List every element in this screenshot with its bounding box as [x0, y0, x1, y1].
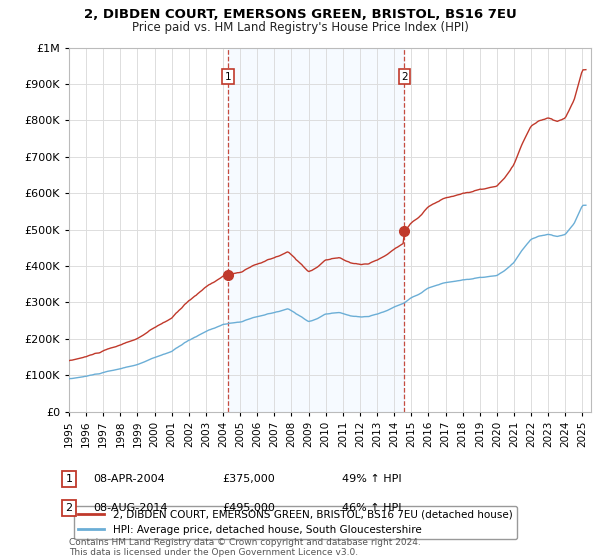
Text: 2: 2	[401, 72, 408, 82]
Text: Price paid vs. HM Land Registry's House Price Index (HPI): Price paid vs. HM Land Registry's House …	[131, 21, 469, 34]
Text: £375,000: £375,000	[222, 474, 275, 484]
Text: 1: 1	[65, 474, 73, 484]
Text: 46% ↑ HPI: 46% ↑ HPI	[342, 503, 401, 513]
Text: 2: 2	[65, 503, 73, 513]
Text: 08-APR-2004: 08-APR-2004	[93, 474, 165, 484]
Text: Contains HM Land Registry data © Crown copyright and database right 2024.
This d: Contains HM Land Registry data © Crown c…	[69, 538, 421, 557]
Legend: 2, DIBDEN COURT, EMERSONS GREEN, BRISTOL, BS16 7EU (detached house), HPI: Averag: 2, DIBDEN COURT, EMERSONS GREEN, BRISTOL…	[74, 506, 517, 539]
Text: 49% ↑ HPI: 49% ↑ HPI	[342, 474, 401, 484]
Text: £495,000: £495,000	[222, 503, 275, 513]
Bar	[227, 48, 404, 412]
Text: 1: 1	[224, 72, 231, 82]
Text: 08-AUG-2014: 08-AUG-2014	[93, 503, 167, 513]
Text: 2, DIBDEN COURT, EMERSONS GREEN, BRISTOL, BS16 7EU: 2, DIBDEN COURT, EMERSONS GREEN, BRISTOL…	[83, 8, 517, 21]
